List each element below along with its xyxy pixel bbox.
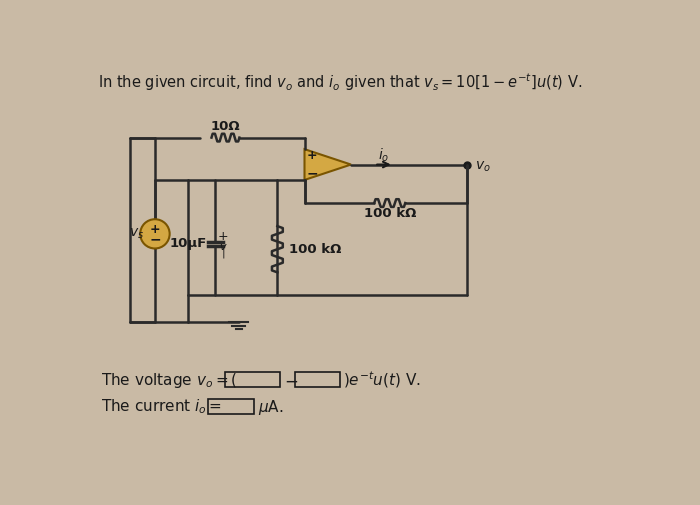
Circle shape (140, 219, 169, 248)
Text: $\mu$A.: $\mu$A. (258, 397, 284, 417)
Text: −: − (307, 167, 318, 181)
Text: $v_s$: $v_s$ (129, 227, 144, 241)
Text: $-$: $-$ (284, 371, 298, 389)
Text: 10Ω: 10Ω (211, 120, 240, 133)
FancyBboxPatch shape (225, 372, 280, 387)
Text: |: | (221, 248, 225, 259)
Text: 100 kΩ: 100 kΩ (363, 208, 416, 220)
Text: In the given circuit, find $v_o$ and $i_o$ given that $v_s = 10[1 - e^{-t}]u(t)$: In the given circuit, find $v_o$ and $i_… (98, 71, 582, 93)
Text: −: − (149, 232, 161, 246)
Text: +: + (218, 230, 228, 243)
Text: 10μF: 10μF (169, 237, 207, 250)
Text: The current $i_o =$: The current $i_o =$ (102, 398, 223, 417)
FancyBboxPatch shape (295, 372, 340, 387)
FancyBboxPatch shape (208, 398, 254, 414)
Polygon shape (304, 149, 351, 180)
Text: 100 kΩ: 100 kΩ (289, 243, 342, 256)
Text: $i_o$: $i_o$ (378, 146, 389, 164)
Text: The voltage $v_o = ($: The voltage $v_o = ($ (102, 371, 238, 390)
Text: +: + (307, 149, 318, 162)
Text: $)e^{-t}u(t)$ V.: $)e^{-t}u(t)$ V. (343, 370, 421, 390)
Text: +: + (150, 223, 160, 236)
Text: $v$: $v$ (219, 242, 228, 252)
Text: $v_o$: $v_o$ (475, 160, 491, 174)
